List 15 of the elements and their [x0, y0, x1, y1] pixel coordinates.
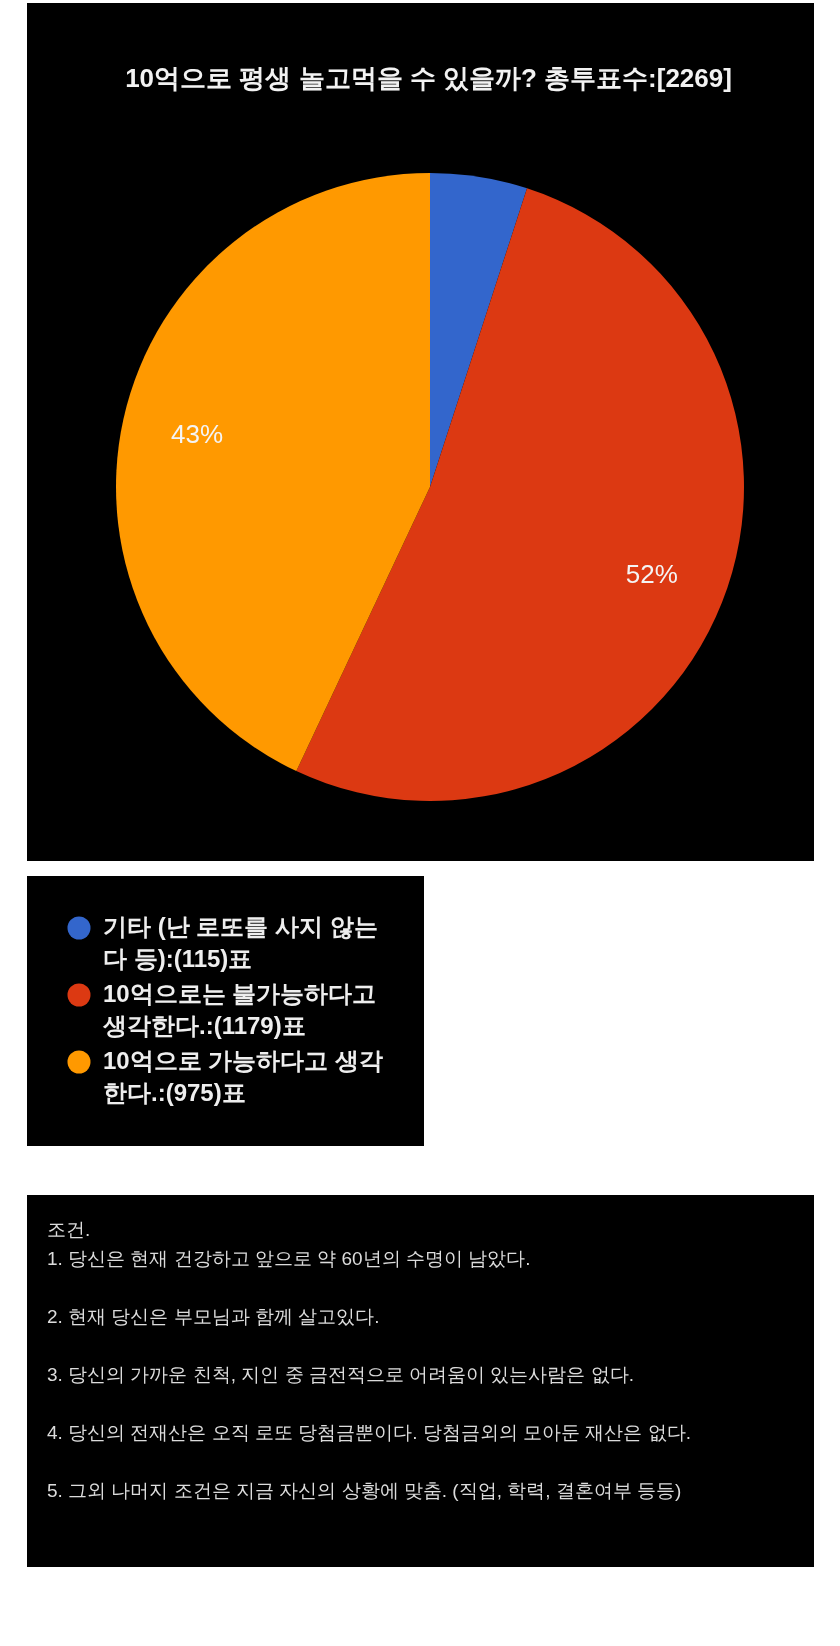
text: 조건. [47, 1219, 91, 1240]
legend-label: 10억으로 가능하다고 생각한다.:(975)표 [103, 1047, 384, 1106]
legend-label: 10억으로는 불가능하다고 생각한다.:(1179)표 [102, 980, 377, 1039]
chart-title: 10억으로 평생 놀고먹을 수 있을까? 총투표수:[2269] [125, 63, 732, 93]
data-label: 52% [625, 558, 678, 589]
pie-slice [430, 173, 528, 487]
text: 4. 당신의 전재산은 오직 로또 당첨금뿐이다. 당첨금외의 모아둔 재산은 없다. [47, 1422, 691, 1443]
pie-slice [296, 188, 744, 801]
data-label: 43% [171, 418, 224, 449]
text: 1. 당신은 현재 건강하고 앞으로 약 60년의 수명이 남았다. [47, 1248, 531, 1269]
pie-slice [116, 173, 430, 772]
text: 3. 당신의 가까운 친척, 지인 중 금전적으로 어려움이 있는사람은 없다. [47, 1364, 634, 1385]
legend-label: 기타 (난 로또를 사지 않는다 등):(115)표 [103, 913, 378, 972]
text: 2. 현재 당신은 부모님과 함께 살고있다. [47, 1306, 380, 1327]
text: 5. 그외 나머지 조건은 지금 자신의 상황에 맞춤. (직업, 학력, 결혼여부 등등) [47, 1480, 682, 1501]
